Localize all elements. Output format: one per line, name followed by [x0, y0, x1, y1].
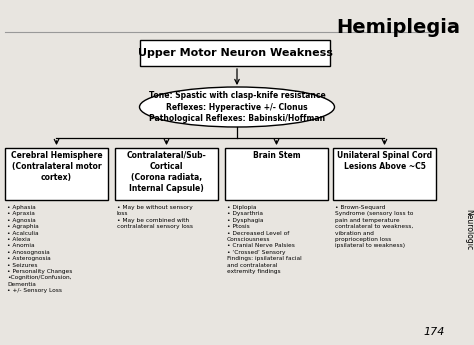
FancyBboxPatch shape — [333, 148, 436, 200]
FancyBboxPatch shape — [115, 148, 218, 200]
Text: Unilateral Spinal Cord
Lesions Above ~C5: Unilateral Spinal Cord Lesions Above ~C5 — [337, 151, 432, 171]
Text: Hemiplegia: Hemiplegia — [336, 18, 460, 37]
FancyBboxPatch shape — [5, 148, 108, 200]
FancyBboxPatch shape — [225, 148, 328, 200]
Text: Tone: Spastic with clasp-knife resistance
Reflexes: Hyperactive +/- Clonus
Patho: Tone: Spastic with clasp-knife resistanc… — [149, 91, 325, 123]
Text: Neurologic: Neurologic — [465, 209, 474, 250]
Text: Brain Stem: Brain Stem — [253, 151, 301, 160]
Text: Upper Motor Neuron Weakness: Upper Motor Neuron Weakness — [137, 48, 332, 58]
Text: • May be without sensory
loss
• May be combined with
contralateral sensory loss: • May be without sensory loss • May be c… — [117, 205, 193, 229]
Text: • Brown-Sequard
Syndrome (sensory loss to
pain and temperature
contralateral to : • Brown-Sequard Syndrome (sensory loss t… — [335, 205, 413, 248]
Text: Contralateral/Sub-
Cortical
(Corona radiata,
Internal Capsule): Contralateral/Sub- Cortical (Corona radi… — [127, 151, 206, 193]
Ellipse shape — [139, 87, 335, 127]
Text: • Diplopia
• Dysarthria
• Dysphagia
• Ptosis
• Decreased Level of
Consciousness
: • Diplopia • Dysarthria • Dysphagia • Pt… — [227, 205, 302, 274]
FancyBboxPatch shape — [140, 40, 330, 66]
Text: Cerebral Hemisphere
(Contralateral motor
cortex): Cerebral Hemisphere (Contralateral motor… — [11, 151, 102, 182]
Text: 174: 174 — [424, 327, 445, 337]
Text: • Aphasia
• Apraxia
• Agnosia
• Agraphia
• Acalculia
• Alexia
• Anomia
• Anosogn: • Aphasia • Apraxia • Agnosia • Agraphia… — [7, 205, 73, 293]
